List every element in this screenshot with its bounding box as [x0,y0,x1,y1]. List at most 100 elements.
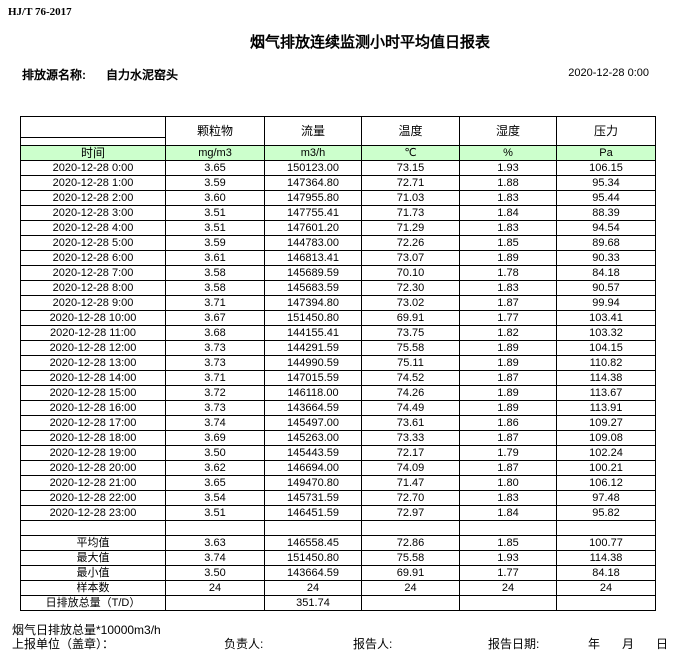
value-cell: 1.77 [459,565,557,581]
header-row: 颗粒物 流量 温度 湿度 压力 [20,116,656,146]
value-cell [459,595,557,611]
value-cell: 147955.80 [264,190,362,206]
time-cell: 2020-12-28 17:00 [20,415,166,431]
value-cell: 74.49 [361,400,460,416]
value-cell: 1.89 [459,385,557,401]
unit-cell: m3/h [264,145,362,161]
value-cell: 90.33 [556,250,656,266]
summary-label: 日排放总量（T/D） [20,595,166,611]
time-cell: 2020-12-28 23:00 [20,505,166,521]
value-cell: 71.73 [361,205,460,221]
value-cell: 100.77 [556,535,656,551]
time-header: 时间 [20,145,166,161]
value-cell: 146813.41 [264,250,362,266]
value-cell: 24 [361,580,460,596]
value-cell: 3.60 [165,190,265,206]
time-cell: 2020-12-28 10:00 [20,310,166,326]
value-cell: 69.91 [361,565,460,581]
value-cell: 145263.00 [264,430,362,446]
summary-label: 最小值 [20,565,166,581]
value-cell: 1.89 [459,400,557,416]
value-cell: 3.51 [165,220,265,236]
time-cell: 2020-12-28 21:00 [20,475,166,491]
value-cell: 109.27 [556,415,656,431]
value-cell: 71.47 [361,475,460,491]
table-row: 2020-12-28 13:00 3.73 144990.59 75.11 1.89 11… [20,355,656,371]
month-label: 月 [622,637,635,651]
value-cell: 24 [264,580,362,596]
value-cell: 3.67 [165,310,265,326]
value-cell: 3.51 [165,205,265,221]
value-cell: 113.67 [556,385,656,401]
value-cell [361,520,460,536]
value-cell: 1.88 [459,175,557,191]
reporting-unit-label: 上报单位（盖章）： [12,637,115,651]
time-cell: 2020-12-28 13:00 [20,355,166,371]
value-cell: 73.75 [361,325,460,341]
report-datetime: 2020-12-28 0:00 [568,67,649,79]
responsible-label: 负责人: [224,637,264,651]
value-cell: 147394.80 [264,295,362,311]
source-name: 自力水泥窑头 [106,68,179,82]
value-cell: 1.86 [459,415,557,431]
value-cell: 1.83 [459,220,557,236]
value-cell: 145497.00 [264,415,362,431]
value-cell: 3.72 [165,385,265,401]
value-cell: 144155.41 [264,325,362,341]
value-cell: 151450.80 [264,550,362,566]
value-cell: 75.58 [361,550,460,566]
value-cell: 1.77 [459,310,557,326]
value-cell: 24 [459,580,557,596]
summary-row: 日排放总量（T/D） 351.74 [20,595,656,611]
value-cell: 71.29 [361,220,460,236]
value-cell: 72.86 [361,535,460,551]
table-row: 2020-12-28 8:00 3.58 145683.59 72.30 1.83 90.… [20,280,656,296]
summary-row: 最小值 3.50 143664.59 69.91 1.77 84.18 [20,565,656,581]
unit-cell: % [459,145,557,161]
table-row: 2020-12-28 17:00 3.74 145497.00 73.61 1.86 10… [20,415,656,431]
value-cell: 146451.59 [264,505,362,521]
time-cell: 2020-12-28 20:00 [20,460,166,476]
table-row: 2020-12-28 23:00 3.51 146451.59 72.97 1.84 95… [20,505,656,521]
value-cell: 3.74 [165,415,265,431]
value-cell: 102.24 [556,445,656,461]
table-row: 2020-12-28 16:00 3.73 143664.59 74.49 1.89 11… [20,400,656,416]
col-header: 颗粒物 [165,116,265,146]
value-cell: 73.15 [361,160,460,176]
footer-note: 烟气日排放总量*10000m3/h [12,623,161,637]
value-cell: 114.38 [556,370,656,386]
table-row: 2020-12-28 9:00 3.71 147394.80 73.02 1.87 99.… [20,295,656,311]
value-cell: 1.83 [459,490,557,506]
value-cell: 3.71 [165,295,265,311]
value-cell: 144291.59 [264,340,362,356]
value-cell [459,520,557,536]
value-cell: 144990.59 [264,355,362,371]
table-row: 2020-12-28 18:00 3.69 145263.00 73.33 1.87 10… [20,430,656,446]
value-cell: 1.93 [459,550,557,566]
value-cell: 1.87 [459,460,557,476]
value-cell: 84.18 [556,265,656,281]
value-cell: 73.61 [361,415,460,431]
time-cell: 2020-12-28 2:00 [20,190,166,206]
value-cell: 113.91 [556,400,656,416]
time-cell: 2020-12-28 4:00 [20,220,166,236]
value-cell: 97.48 [556,490,656,506]
table-row: 2020-12-28 21:00 3.65 149470.80 71.47 1.80 10… [20,475,656,491]
report-table: 颗粒物 流量 温度 湿度 压力 时间 mg/m3 m3/h ℃ % Pa 202… [20,116,656,611]
value-cell: 72.97 [361,505,460,521]
value-cell: 145683.59 [264,280,362,296]
value-cell: 103.32 [556,325,656,341]
report-title: 烟气排放连续监测小时平均值日报表 [249,34,490,51]
value-cell: 146558.45 [264,535,362,551]
day-label: 日 [656,637,669,651]
value-cell: 3.69 [165,430,265,446]
header-corner-cell [20,116,166,146]
value-cell: 74.26 [361,385,460,401]
time-cell: 2020-12-28 8:00 [20,280,166,296]
value-cell: 151450.80 [264,310,362,326]
value-cell [361,595,460,611]
value-cell: 94.54 [556,220,656,236]
table-row: 2020-12-28 10:00 3.67 151450.80 69.91 1.77 10… [20,310,656,326]
value-cell: 3.68 [165,325,265,341]
value-cell: 73.33 [361,430,460,446]
